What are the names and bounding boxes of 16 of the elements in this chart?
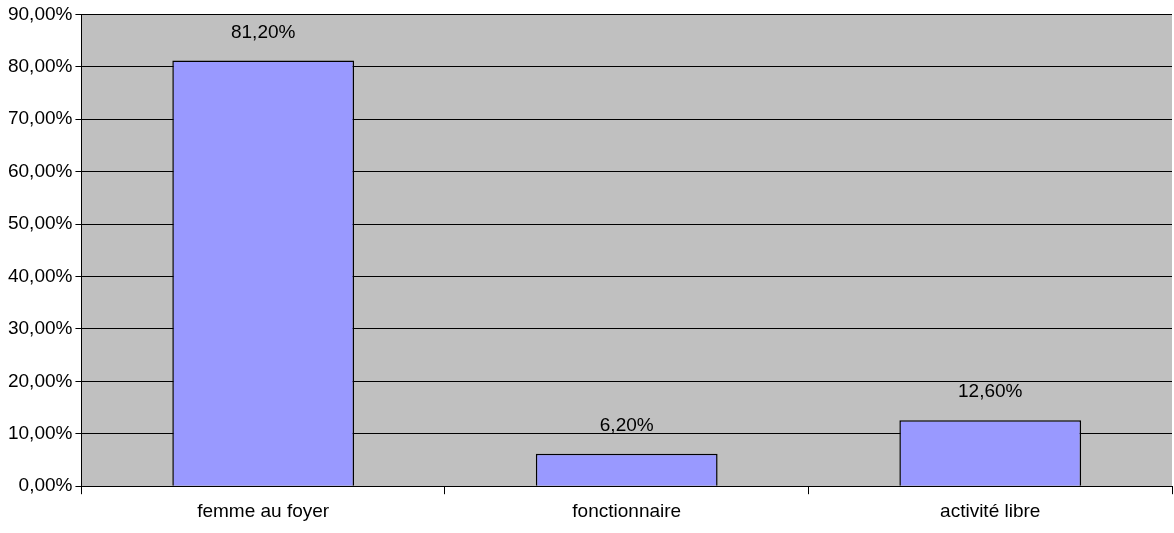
x-tick-label: fonctionnaire bbox=[572, 499, 682, 521]
y-tick-label: 40,00% bbox=[7, 264, 73, 286]
y-tick-label: 30,00% bbox=[7, 317, 73, 339]
y-tick-label: 20,00% bbox=[7, 369, 73, 391]
x-tick-label: femme au foyer bbox=[197, 499, 330, 521]
y-tick-label: 70,00% bbox=[7, 107, 73, 129]
y-tick-label: 80,00% bbox=[7, 55, 73, 77]
y-tick-label: 90,00% bbox=[7, 2, 73, 24]
y-tick-label: 10,00% bbox=[7, 422, 73, 444]
data-label: 12,60% bbox=[958, 380, 1023, 402]
data-label: 6,20% bbox=[599, 413, 654, 435]
y-tick-label: 0,00% bbox=[18, 474, 73, 496]
data-label: 81,20% bbox=[230, 20, 296, 42]
y-tick-label: 60,00% bbox=[7, 159, 73, 181]
x-tick-label: activité libre bbox=[940, 499, 1041, 521]
y-tick-label: 50,00% bbox=[7, 212, 73, 234]
